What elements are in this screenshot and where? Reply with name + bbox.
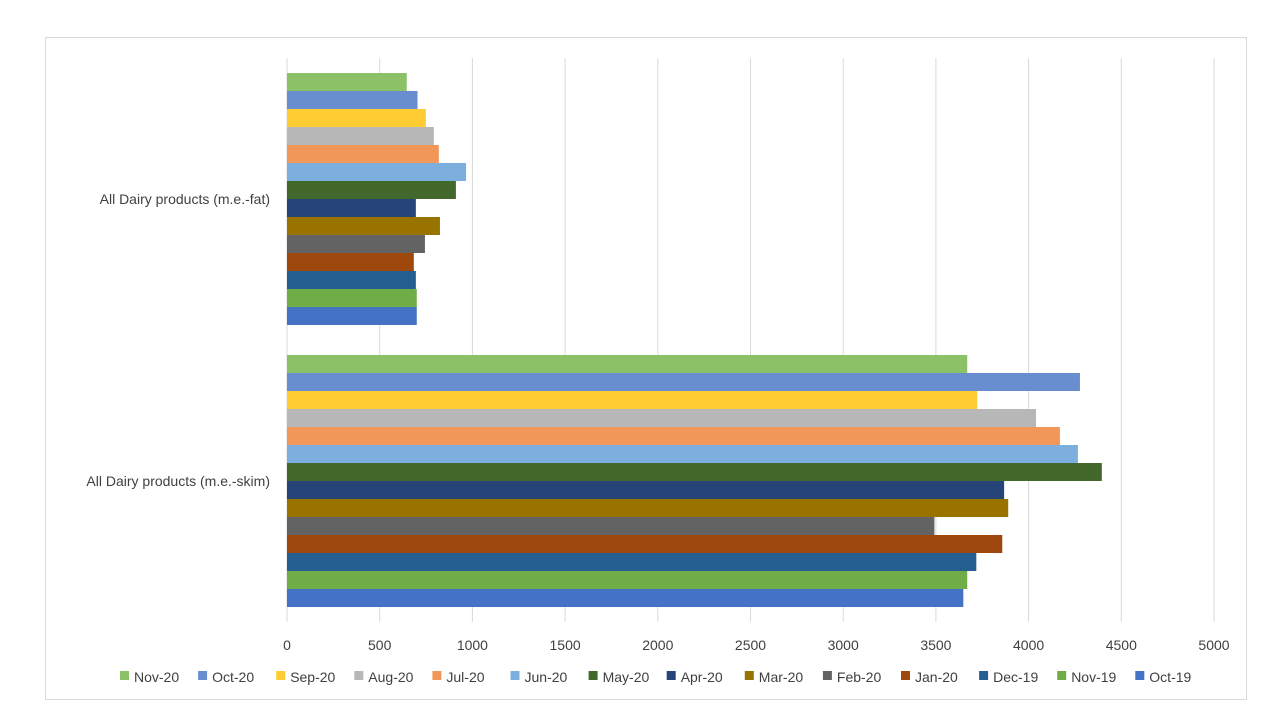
legend-label: Apr-20 [681,669,723,685]
bar-dec-19 [287,553,977,571]
bar-oct-19 [287,307,417,325]
legend-label: Nov-20 [134,669,179,685]
x-tick-label: 4500 [1106,637,1137,653]
legend-label: Aug-20 [368,669,413,685]
bar-nov-20 [287,355,968,373]
bar-oct-20 [287,91,418,109]
legend-swatch [198,671,208,680]
legend-label: Feb-20 [837,669,882,685]
x-tick-label: 3500 [920,637,951,653]
bar-oct-19 [287,589,964,607]
legend-label: Jul-20 [446,669,484,685]
bar-jun-20 [287,163,467,181]
x-tick-label: 500 [368,637,392,653]
bar-mar-20 [287,499,1009,517]
legend-label: Sep-20 [290,669,335,685]
legend-label: Oct-20 [212,669,254,685]
legend-label: Nov-19 [1071,669,1116,685]
legend-swatch [276,671,286,680]
legend-swatch [1057,671,1067,680]
bar-sep-20 [287,391,978,409]
category-label: All Dairy products (m.e.-skim) [86,473,270,489]
bar-jan-20 [287,535,1003,553]
legend-swatch [822,671,832,680]
legend-swatch [120,671,129,680]
legend-swatch [901,671,910,680]
bar-may-20 [287,181,456,199]
legend-swatch [432,671,442,680]
legend-label: Jun-20 [525,669,568,685]
legend-label: Dec-19 [993,669,1038,685]
legend-swatch [510,671,520,680]
bar-nov-19 [287,571,968,589]
legend-swatch [744,671,754,680]
legend-label: Jan-20 [915,669,958,685]
x-tick-label: 5000 [1198,637,1229,653]
bar-jan-20 [287,253,414,271]
x-tick-label: 2500 [735,637,766,653]
x-tick-label: 2000 [642,637,673,653]
bar-feb-20 [287,517,935,535]
bar-mar-20 [287,217,440,235]
legend-swatch [1135,671,1145,680]
bar-oct-20 [287,373,1080,391]
bar-dec-19 [287,271,416,289]
bar-jun-20 [287,445,1078,463]
bar-may-20 [287,463,1102,481]
bar-apr-20 [287,481,1005,499]
x-tick-label: 0 [283,637,291,653]
legend-swatch [666,671,676,680]
legend-label: May-20 [603,669,650,685]
legend-swatch [588,671,598,680]
bar-sep-20 [287,109,426,127]
category-label: All Dairy products (m.e.-fat) [100,191,270,207]
legend-label: Mar-20 [759,669,804,685]
x-tick-label: 4000 [1013,637,1044,653]
legend-swatch [979,671,989,680]
bar-aug-20 [287,409,1037,427]
legend-label: Oct-19 [1149,669,1191,685]
x-tick-label: 3000 [828,637,859,653]
bar-jul-20 [287,427,1060,445]
bar-jul-20 [287,145,439,163]
bar-nov-19 [287,289,417,307]
x-tick-label: 1000 [457,637,488,653]
bar-aug-20 [287,127,434,145]
bar-apr-20 [287,199,416,217]
chart-area [45,37,1247,700]
bar-nov-20 [287,73,407,91]
x-tick-label: 1500 [550,637,581,653]
legend-swatch [354,671,364,680]
bar-feb-20 [287,235,425,253]
